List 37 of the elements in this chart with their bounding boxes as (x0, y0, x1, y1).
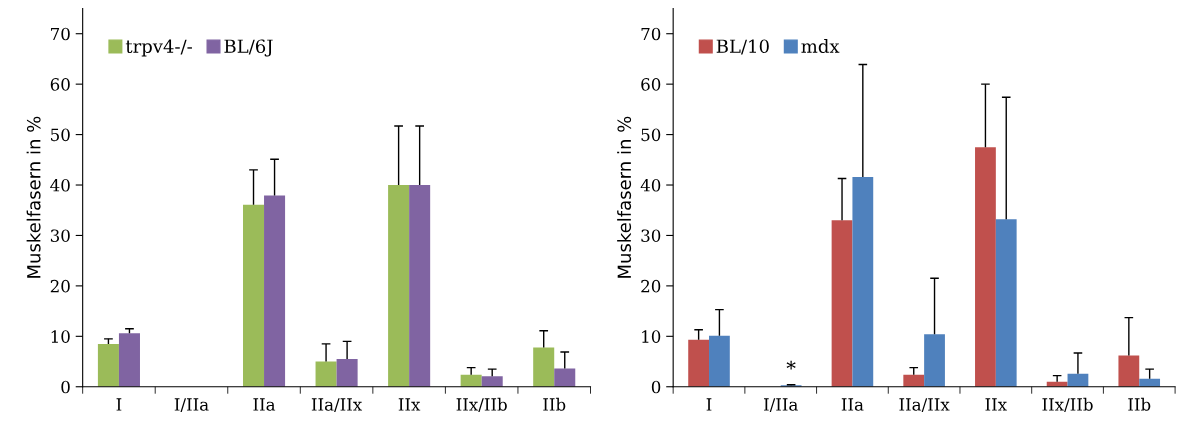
annotation: * (786, 360, 796, 370)
x-tick-label: I (116, 398, 122, 411)
x-tick-label: IIb (1128, 397, 1151, 411)
x-tick-label: IIx (398, 398, 421, 411)
x-tick-label: I/IIa (763, 398, 798, 413)
x-tick-label: IIb (543, 397, 566, 411)
y-tick-label: 70 (641, 27, 661, 41)
x-tick-label: IIa/IIx (311, 398, 363, 413)
y-tick-label: 70 (51, 27, 70, 41)
y-tick-label: 50 (641, 128, 661, 142)
y-tick-label: 10 (642, 330, 661, 343)
x-tick-label: IIx/IIb (456, 397, 507, 413)
y-tick-label: 20 (641, 279, 661, 293)
x-tick-label: IIa (253, 398, 276, 411)
x-tick-label: I/IIa (174, 398, 209, 413)
x-tick-label: IIa (841, 398, 864, 411)
y-axis-title: Muskelfasern in % (26, 116, 41, 278)
y-tick-label: 40 (50, 178, 70, 192)
y-tick-label: 20 (50, 279, 70, 293)
legend-label: BL/10 (716, 39, 769, 55)
y-tick-label: 60 (641, 78, 661, 91)
y-tick-label: 40 (640, 178, 661, 192)
y-tick-label: 10 (51, 330, 70, 343)
y-tick-label: 30 (50, 229, 70, 243)
legend-label: mdx (801, 39, 840, 54)
y-tick-label: 60 (50, 78, 70, 91)
x-tick-label: IIx (985, 398, 1007, 411)
y-tick-label: 0 (651, 380, 661, 394)
y-tick-label: 30 (641, 229, 661, 243)
x-tick-label: IIx/IIb (1042, 397, 1093, 413)
y-tick-label: 0 (61, 380, 70, 394)
legend-label: BL/6J (224, 39, 273, 57)
legend-label: trpv4-/- (125, 39, 192, 57)
x-tick-label: IIa/IIx (899, 398, 950, 413)
x-tick-label: I (706, 398, 712, 411)
y-axis-title: Muskelfasern in % (617, 116, 632, 278)
y-tick-label: 50 (51, 128, 70, 142)
